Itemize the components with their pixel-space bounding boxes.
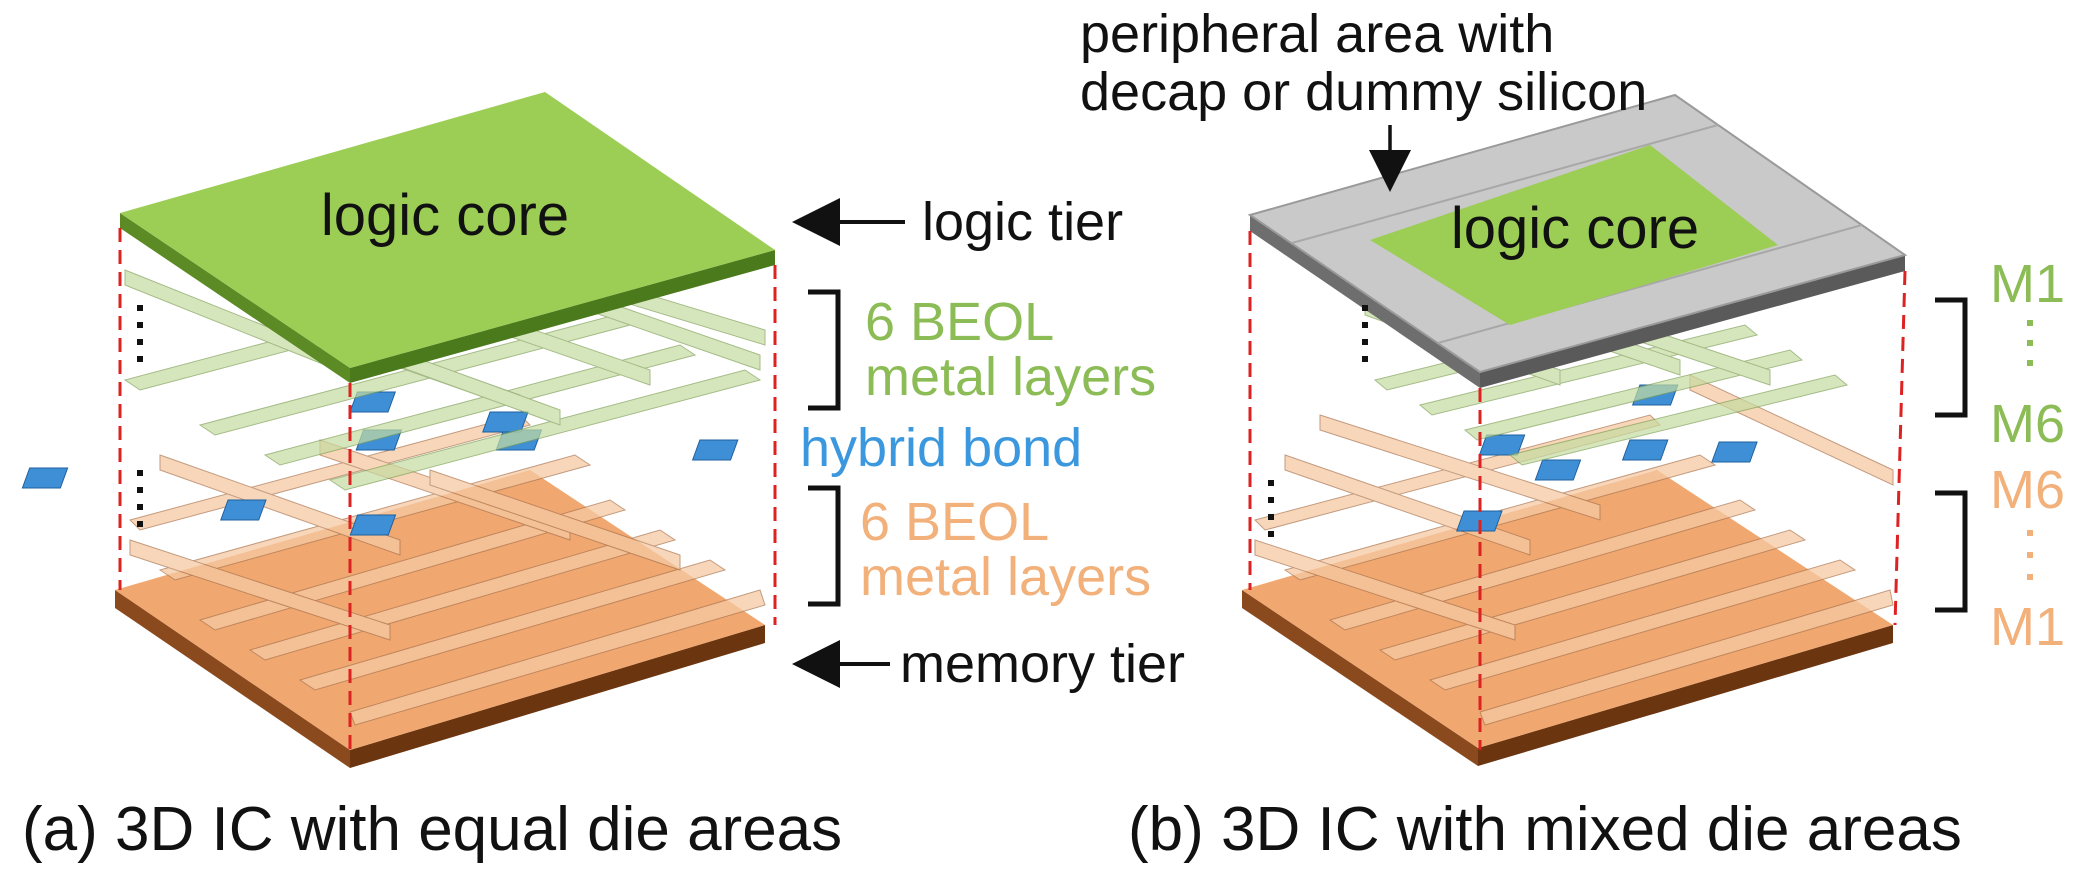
top-metal-bracket-b xyxy=(1935,297,1968,418)
bond-pad xyxy=(691,439,739,461)
logic-die-a xyxy=(120,92,775,383)
top-beol-label-line2-a: metal layers xyxy=(865,347,1156,407)
panel-a: logic core logic tier 6 BEOL metal layer… xyxy=(21,92,1185,864)
caption-b: (b) 3D IC with mixed die areas xyxy=(1128,795,1962,864)
memory-tier-label: memory tier xyxy=(900,634,1185,694)
bottom-metal-bracket-b xyxy=(1935,490,1968,613)
bottom-beol-bracket-a xyxy=(808,485,841,607)
bottom-m1-label: M1 xyxy=(1990,597,2065,657)
logic-core-surface-b xyxy=(1370,145,1778,325)
logic-tier-label: logic tier xyxy=(922,192,1123,252)
top-beol-label-line1-a: 6 BEOL xyxy=(865,292,1054,352)
peripheral-label-line2: decap or dummy silicon xyxy=(1080,62,1647,122)
logic-core-label-b: logic core xyxy=(1451,196,1699,261)
layer-ellipsis-b xyxy=(1268,305,1368,537)
alignment-guides-a xyxy=(118,228,777,755)
bond-pad xyxy=(21,467,69,489)
memory-metal-lines-b xyxy=(1254,374,1894,726)
bottom-beol-label-line2-a: metal layers xyxy=(860,547,1151,607)
layer-ellipsis-a xyxy=(137,305,143,527)
bond-pad xyxy=(349,514,397,536)
bond-pad xyxy=(482,411,529,433)
peripheral-label-line1: peripheral area with xyxy=(1080,4,1554,64)
bond-pad xyxy=(1711,441,1758,463)
top-beol-bracket-a xyxy=(808,289,841,411)
logic-core-surface xyxy=(120,92,775,368)
hybrid-bonds-a xyxy=(21,391,739,536)
top-m1-label: M1 xyxy=(1990,254,2065,314)
logic-core-label-a: logic core xyxy=(321,183,569,248)
top-m6-label: M6 xyxy=(1990,394,2065,454)
bottom-m6-label: M6 xyxy=(1990,460,2065,520)
top-metal-dots xyxy=(2027,320,2033,366)
bond-pad xyxy=(1534,459,1582,481)
caption-a: (a) 3D IC with equal die areas xyxy=(22,795,842,864)
bottom-metal-dots xyxy=(2027,530,2033,580)
panel-b: logic core peripheral area with decap or… xyxy=(1080,4,2065,864)
hybrid-bond-label: hybrid bond xyxy=(800,418,1082,478)
bottom-beol-label-line1-a: 6 BEOL xyxy=(860,492,1049,552)
logic-die-b xyxy=(1247,93,1908,388)
alignment-guides-b xyxy=(1248,231,1907,750)
bond-pad xyxy=(220,499,267,521)
bond-pad xyxy=(1621,439,1669,461)
bond-pad xyxy=(1478,434,1526,456)
